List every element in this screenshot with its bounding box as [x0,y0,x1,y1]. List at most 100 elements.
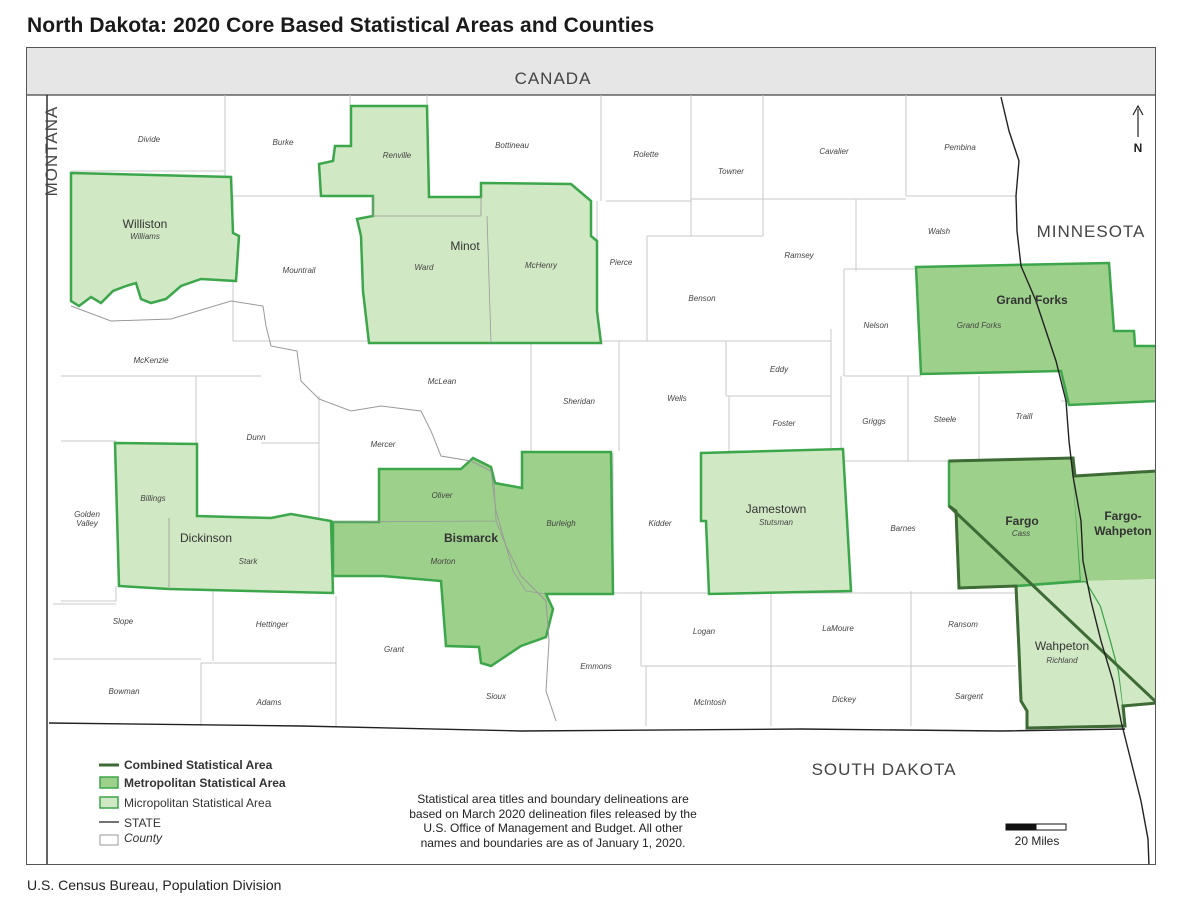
legend-msa-swatch [99,776,119,789]
dickinson-area [113,441,335,595]
county-ramsey: Ramsey [784,251,814,260]
montana-label: MONTANA [42,106,61,197]
county-ward: Ward [415,263,435,272]
williston-area [69,171,241,308]
note-line-3: U.S. Office of Management and Budget. Al… [423,821,682,835]
county-williams: Williams [130,232,160,241]
county-boundaries [53,95,1155,726]
area-label-minot: Minot [450,239,480,253]
county-towner: Towner [718,167,744,176]
legend: Combined Statistical Area Metropolitan S… [99,758,286,846]
county-stark: Stark [239,557,259,566]
county-sheridan: Sheridan [563,397,596,406]
legend-csa-label: Combined Statistical Area [124,758,273,772]
county-divide: Divide [138,135,161,144]
missouri-river [70,300,557,722]
legend-state-label: STATE [124,816,161,830]
bismarck-area [331,450,615,668]
scale-bar-label: 20 Miles [1015,834,1060,848]
county-oliver: Oliver [432,491,453,500]
county-logan: Logan [693,627,716,636]
county-barnes: Barnes [890,524,915,533]
fargo-wahpeton-north [1073,471,1155,581]
county-traill: Traill [1016,412,1033,421]
county-benson: Benson [688,294,716,303]
county-mckenzie: McKenzie [133,356,169,365]
area-label-wahpeton: Wahpeton [1035,639,1089,653]
scale-bar: 20 Miles [1005,823,1067,848]
county-cass: Cass [1012,529,1030,538]
area-label-dickinson: Dickinson [180,531,232,545]
county-pembina: Pembina [944,143,976,152]
note-line-4: names and boundaries are as of January 1… [421,836,686,850]
footer-source: U.S. Census Bureau, Population Division [27,877,282,893]
county-adams: Adams [256,698,282,707]
legend-county-label: County [124,831,163,845]
state-boundaries [46,95,1150,864]
county-mercer: Mercer [371,440,396,449]
metropolitan-areas [331,261,1155,668]
county-bowman: Bowman [108,687,140,696]
area-label-williston: Williston [123,217,168,231]
legend-msa-label: Metropolitan Statistical Area [124,776,286,790]
county-ransom: Ransom [948,620,978,629]
county-emmons: Emmons [580,662,612,671]
county-mclean: McLean [428,377,457,386]
map-canvas: CANADA MONTANA MINNESOTA SOUTH DAKOTA N … [27,48,1155,864]
county-cavalier: Cavalier [819,147,849,156]
legend-micro-swatch [99,796,119,809]
county-pierce: Pierce [610,258,633,267]
county-golden-valley: Golden Valley [74,510,100,528]
county-labels: Divide Burke Renville Bottineau Rolette … [74,135,1078,707]
grand-forks-area [914,261,1155,407]
county-stutsman: Stutsman [759,518,793,527]
county-richland: Richland [1046,656,1078,665]
county-wells: Wells [667,394,686,403]
area-label-fargo: Fargo [1005,514,1038,528]
minnesota-label: MINNESOTA [1037,222,1146,241]
county-steele: Steele [934,415,957,424]
county-nelson: Nelson [864,321,889,330]
area-label-fargo-wahpeton: Fargo-Wahpeton [1094,509,1152,538]
county-griggs: Griggs [862,417,886,426]
county-hettinger: Hettinger [256,620,289,629]
canada-label: CANADA [515,69,592,88]
svg-text:N: N [1134,141,1143,155]
county-slope: Slope [113,617,134,626]
micropolitan-areas [69,104,1155,730]
county-eddy: Eddy [770,365,789,374]
county-grant: Grant [384,645,405,654]
minot-area [317,104,603,345]
county-burleigh: Burleigh [546,519,576,528]
fargo-wahpeton-south [1086,579,1155,706]
county-mchenry: McHenry [525,261,558,270]
county-kidder: Kidder [648,519,671,528]
county-dunn: Dunn [246,433,266,442]
note-line-2: based on March 2020 delineation files re… [409,807,697,821]
legend-county-swatch [99,834,119,846]
county-rolette: Rolette [633,150,659,159]
canada-region [27,48,1155,95]
map-frame: CANADA MONTANA MINNESOTA SOUTH DAKOTA N … [26,47,1156,865]
county-foster: Foster [773,419,796,428]
county-billings: Billings [140,494,165,503]
county-sioux: Sioux [486,692,507,701]
county-lamoure: LaMoure [822,624,854,633]
area-label-jamestown: Jamestown [746,502,807,516]
inner-county-lines [168,196,547,595]
county-mountrail: Mountrail [283,266,316,275]
area-label-bismarck: Bismarck [444,531,498,545]
county-morton: Morton [431,557,456,566]
note-line-1: Statistical area titles and boundary del… [417,792,689,806]
csa-outlines [947,456,1155,730]
county-sargent: Sargent [955,692,984,701]
county-mcintosh: McIntosh [694,698,727,707]
county-burke: Burke [273,138,294,147]
page-title: North Dakota: 2020 Core Based Statistica… [27,14,655,37]
county-grand-forks: Grand Forks [957,321,1001,330]
delineation-note: Statistical area titles and boundary del… [409,792,697,850]
county-bottineau: Bottineau [495,141,529,150]
county-walsh: Walsh [928,227,951,236]
south-dakota-label: SOUTH DAKOTA [812,760,957,779]
county-dickey: Dickey [832,695,857,704]
